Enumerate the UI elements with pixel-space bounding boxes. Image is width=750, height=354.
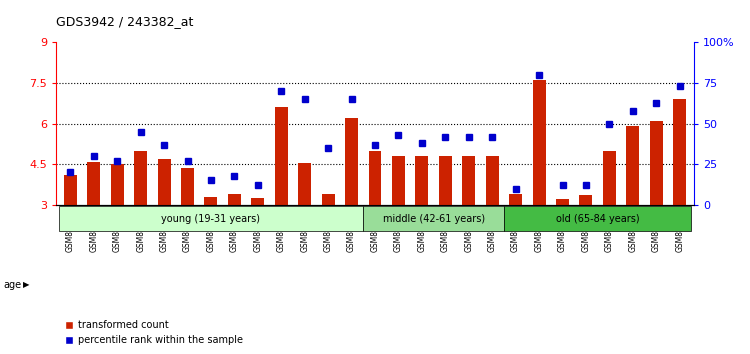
Bar (181, 168, 194, 205)
Bar (64, 175, 76, 205)
Text: young (19-31 years): young (19-31 years) (161, 213, 260, 224)
Bar (674, 99, 686, 205)
Bar (134, 151, 147, 205)
Text: old (65-84 years): old (65-84 years) (556, 213, 640, 224)
Bar (509, 194, 522, 205)
Bar (322, 194, 334, 205)
Bar (363, 206, 504, 231)
Bar (368, 151, 382, 205)
Bar (392, 156, 405, 205)
Bar (58, 206, 363, 231)
Bar (532, 80, 545, 205)
Bar (580, 195, 592, 205)
Bar (626, 126, 639, 205)
Bar (416, 156, 428, 205)
Bar (251, 198, 264, 205)
Bar (345, 118, 358, 205)
Bar (439, 156, 452, 205)
Legend: transformed count, percentile rank within the sample: transformed count, percentile rank withi… (61, 316, 247, 349)
Bar (603, 151, 616, 205)
Bar (111, 164, 124, 205)
Bar (158, 159, 170, 205)
Bar (274, 107, 288, 205)
Bar (205, 197, 218, 205)
Bar (298, 163, 311, 205)
Bar (556, 199, 569, 205)
Bar (462, 156, 476, 205)
Text: ▶: ▶ (22, 280, 29, 290)
Bar (504, 206, 692, 231)
Text: middle (42-61 years): middle (42-61 years) (382, 213, 484, 224)
Text: GDS3942 / 243382_at: GDS3942 / 243382_at (56, 15, 194, 28)
Bar (486, 156, 499, 205)
Bar (228, 194, 241, 205)
Bar (87, 161, 100, 205)
Bar (650, 121, 663, 205)
Text: age: age (4, 280, 22, 290)
